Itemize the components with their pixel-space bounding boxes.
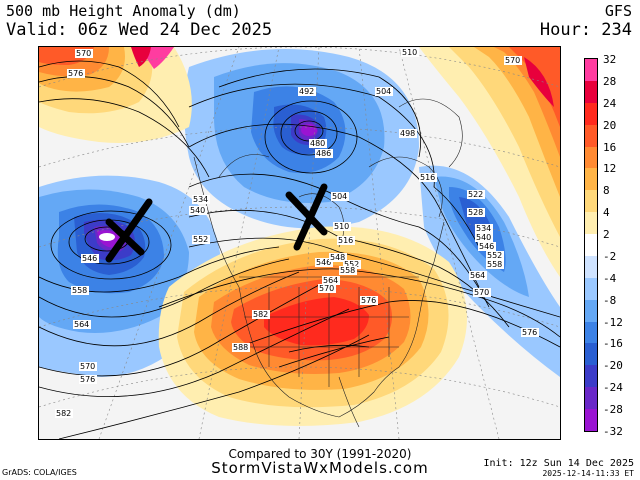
contour-label: 540	[190, 206, 205, 215]
contour-label: 570	[505, 56, 520, 65]
colorbar-tick-label: -16	[603, 337, 623, 351]
colorbar-tick-label: 12	[603, 162, 617, 176]
contour-label: 588	[233, 343, 248, 352]
contour-label: 576	[80, 375, 95, 384]
colorbar-tick-label: -24	[603, 381, 623, 395]
contour-label: 576	[68, 69, 83, 78]
valid-time: Valid: 06z Wed 24 Dec 2025	[6, 20, 273, 40]
contour-label: 570	[76, 49, 91, 58]
contour-label: 516	[338, 236, 353, 245]
colorbar-tick-label: -8	[603, 293, 617, 307]
contour-label: 564	[323, 276, 338, 285]
contour-label: 570	[319, 284, 334, 293]
x-mark-east	[285, 183, 328, 251]
colorbar-segment	[585, 343, 597, 366]
contour-label: 570	[474, 288, 489, 297]
contour-label: 498	[400, 129, 415, 138]
colorbar-segment	[585, 255, 597, 279]
colorbar-tick-label: 8	[603, 184, 610, 198]
contour-label: 552	[344, 260, 359, 269]
anomaly-colorbar	[584, 58, 598, 432]
contour-label: 534	[476, 224, 491, 233]
contour-label: 504	[376, 87, 391, 96]
contour-label: 558	[487, 260, 502, 269]
contour-label: 504	[332, 192, 347, 201]
contour-label: 522	[468, 190, 483, 199]
contour-label: 480	[310, 139, 325, 148]
anomaly-map: 570 576 492 504 510 570 480 486 498 516 …	[38, 46, 561, 440]
contour-label: 552	[193, 235, 208, 244]
contour-label: 510	[334, 222, 349, 231]
colorbar-segment	[585, 102, 597, 126]
colorbar-segment	[585, 277, 597, 301]
contour-label: 582	[253, 310, 268, 319]
map-title: 500 mb Height Anomaly (dm)	[6, 2, 241, 20]
colorbar-tick-label: 16	[603, 140, 617, 154]
colorbar-segment	[585, 365, 597, 388]
colorbar-segment	[585, 190, 597, 213]
colorbar-tick-label: 32	[603, 53, 617, 66]
colorbar-segment	[585, 59, 597, 82]
colorbar-segment	[585, 234, 597, 257]
contour-label: 492	[299, 87, 314, 96]
contour-labels: 570 576 492 504 510 570 480 486 498 516 …	[55, 48, 539, 418]
contour-label: 582	[56, 409, 71, 418]
contour-label: 528	[468, 208, 483, 217]
contour-label: 546	[479, 242, 494, 251]
contour-label: 546	[316, 258, 331, 267]
colorbar-tick-label: 2	[603, 228, 610, 242]
contour-label: 558	[72, 286, 87, 295]
colorbar-tick-label: -28	[603, 403, 623, 417]
colorbar-tick-label: 28	[603, 74, 617, 88]
init-time: Init: 12z Sun 14 Dec 2025	[483, 458, 634, 469]
contour-label: 510	[402, 48, 417, 57]
contour-label: 516	[420, 173, 435, 182]
site-name: StormVistaWxModels.com	[211, 459, 429, 477]
colorbar-tick-label: 20	[603, 118, 617, 132]
contour-label: 558	[340, 266, 355, 275]
contour-label: 540	[476, 233, 491, 242]
generated-timestamp: 2025-12-14-11:33 ET	[542, 469, 634, 478]
contour-label: 548	[330, 253, 345, 262]
colorbar-tick-label: 4	[603, 206, 610, 220]
contour-label: 546	[82, 254, 97, 263]
coastlines	[193, 98, 463, 428]
contour-label: 552	[487, 251, 502, 260]
colorbar-segment	[585, 124, 597, 148]
contour-label: 534	[193, 195, 208, 204]
colorbar-tick-label: -12	[603, 315, 623, 329]
colorbar-tick-label: -2	[603, 249, 617, 263]
contour-label: 486	[316, 149, 331, 158]
colorbar-tick-label: 24	[603, 96, 617, 110]
colorbar-tick-label: -20	[603, 359, 623, 373]
contour-label: 570	[80, 362, 95, 371]
model-name: GFS	[604, 2, 632, 20]
x-mark-west	[105, 198, 153, 263]
forecast-hour: Hour: 234	[539, 20, 632, 40]
contour-label: 564	[74, 320, 89, 329]
colorbar-segment	[585, 409, 597, 432]
colorbar-tick-label: -4	[603, 271, 617, 285]
climatology-note: Compared to 30Y (1991-2020)	[228, 447, 412, 461]
colorbar-segment	[585, 321, 597, 344]
contour-label: 576	[522, 328, 537, 337]
grads-credit: GrADS: COLA/IGES	[2, 468, 77, 477]
colorbar-tick-label: -32	[603, 425, 623, 438]
contour-label: 564	[470, 271, 485, 280]
contour-label: 576	[361, 296, 376, 305]
colorbar-segment	[585, 387, 597, 410]
colorbar-segment	[585, 146, 597, 169]
colorbar-segment	[585, 299, 597, 323]
colorbar-segment	[585, 212, 597, 235]
colorbar-segment	[585, 80, 597, 104]
colorbar-segment	[585, 168, 597, 191]
